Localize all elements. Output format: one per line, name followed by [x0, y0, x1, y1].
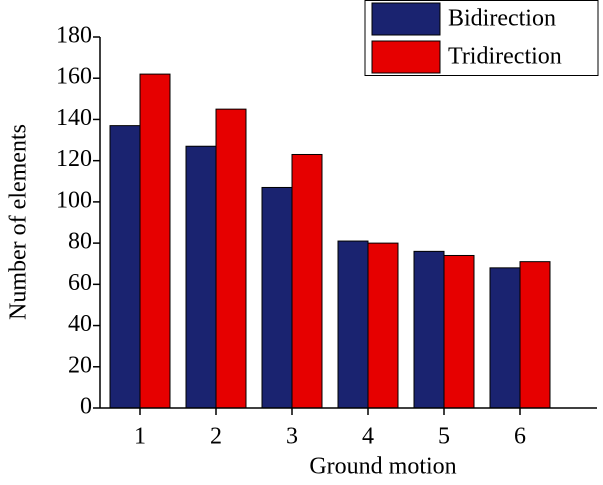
bar: [489, 267, 521, 409]
x-tick-label: 4: [362, 424, 374, 450]
bar: [413, 250, 445, 409]
x-tick-label: 2: [210, 424, 222, 450]
y-tick-label: 60: [68, 270, 92, 296]
x-tick-label: 5: [438, 424, 450, 450]
bar: [291, 153, 323, 409]
bar: [185, 145, 217, 409]
bar: [519, 261, 551, 409]
x-tick-label: 1: [134, 424, 146, 450]
y-tick-label: 140: [56, 105, 92, 131]
legend-label: Bidirection: [448, 6, 556, 32]
legend-swatch: [371, 40, 441, 74]
y-tick-label: 80: [68, 229, 92, 255]
y-tick-label: 100: [56, 187, 92, 213]
y-tick-label: 180: [56, 23, 92, 49]
y-tick-label: 0: [80, 394, 92, 420]
bar: [261, 186, 293, 409]
x-tick-label: 6: [514, 424, 526, 450]
x-axis-label: Ground motion: [309, 454, 456, 480]
bar: [337, 240, 369, 409]
bar: [367, 242, 399, 409]
y-tick-label: 20: [68, 352, 92, 378]
bar: [443, 254, 475, 409]
bar: [215, 108, 247, 409]
legend-label: Tridirection: [448, 44, 562, 70]
y-tick-label: 160: [56, 64, 92, 90]
y-tick-label: 120: [56, 146, 92, 172]
x-tick-label: 3: [286, 424, 298, 450]
bar: [139, 73, 171, 409]
legend-swatch: [371, 2, 441, 36]
bar: [109, 125, 141, 409]
y-tick-label: 40: [68, 311, 92, 337]
y-axis-label: Number of elements: [6, 124, 32, 320]
